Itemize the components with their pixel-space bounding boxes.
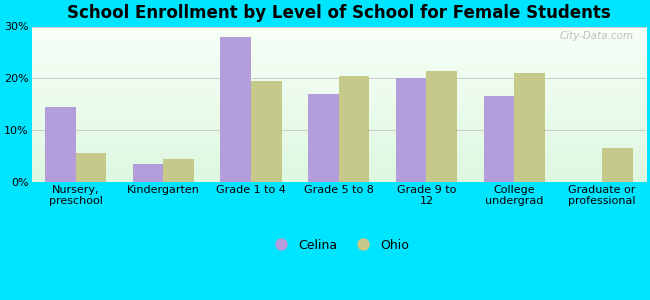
Bar xyxy=(45,107,75,182)
Bar xyxy=(514,73,545,182)
Bar xyxy=(339,76,369,182)
Text: City-Data.com: City-Data.com xyxy=(560,31,634,41)
Bar xyxy=(251,81,281,182)
Legend: Celina, Ohio: Celina, Ohio xyxy=(263,234,414,256)
Bar xyxy=(602,148,632,182)
Bar xyxy=(75,154,106,182)
Bar xyxy=(220,37,251,182)
Bar xyxy=(426,70,457,182)
Bar xyxy=(133,164,163,182)
Bar xyxy=(163,159,194,182)
Title: School Enrollment by Level of School for Female Students: School Enrollment by Level of School for… xyxy=(67,4,610,22)
Bar xyxy=(484,97,514,182)
Bar xyxy=(396,78,426,182)
Bar xyxy=(308,94,339,182)
